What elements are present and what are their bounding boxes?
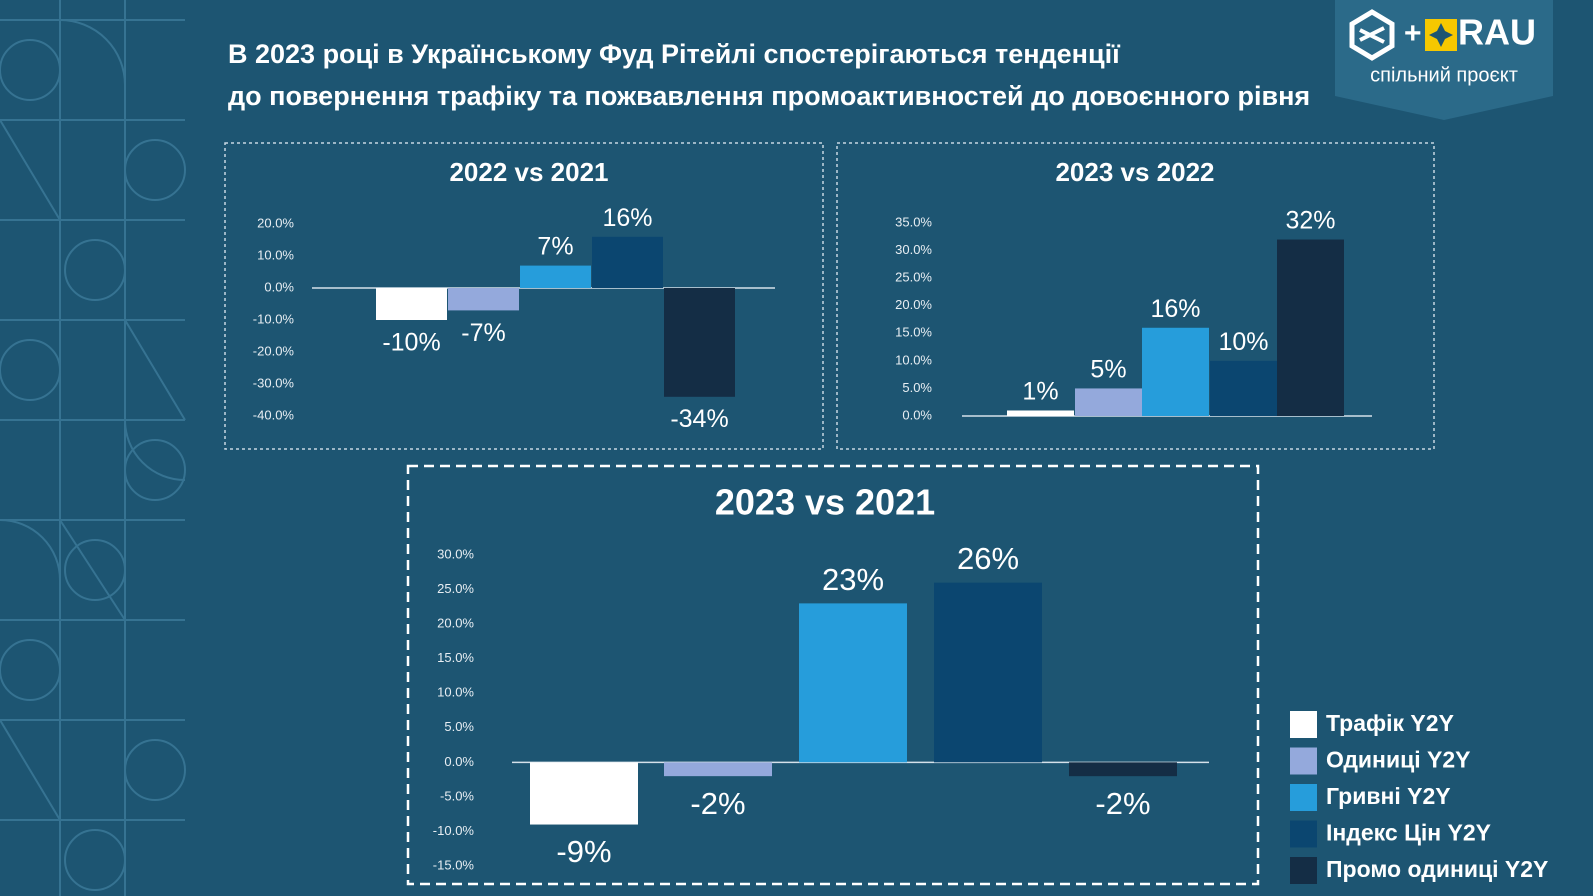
- legend-swatch: [1290, 820, 1317, 848]
- y-tick-label: -5.0%: [440, 788, 474, 803]
- y-tick-label: 25.0%: [895, 270, 932, 285]
- legend-swatch: [1290, 857, 1317, 884]
- value-label: 32%: [1285, 207, 1335, 235]
- bar: [376, 288, 447, 320]
- y-tick-label: 0.0%: [902, 407, 932, 422]
- bar: [1277, 239, 1344, 416]
- legend-label: Гривні Y2Y: [1326, 783, 1451, 809]
- y-tick-label: 10.0%: [895, 352, 932, 367]
- bar: [664, 288, 735, 397]
- value-label: 16%: [1150, 295, 1200, 323]
- legend-swatch: [1290, 784, 1317, 811]
- logo: + RAU спільний проєкт: [1335, 0, 1553, 120]
- y-tick-label: 5.0%: [902, 380, 932, 395]
- y-tick-label: 20.0%: [437, 616, 474, 631]
- legend-label: Одиниці Y2Y: [1326, 747, 1470, 773]
- y-tick-label: 5.0%: [444, 719, 474, 734]
- y-tick-label: 30.0%: [895, 242, 932, 257]
- chart-title: 2022 vs 2021: [449, 157, 608, 187]
- value-label: -10%: [382, 328, 440, 356]
- value-label: -9%: [556, 834, 611, 869]
- bar: [448, 288, 519, 311]
- value-label: 10%: [1218, 328, 1268, 356]
- y-tick-label: 10.0%: [257, 247, 294, 262]
- y-tick-label: 10.0%: [437, 685, 474, 700]
- y-tick-label: -20.0%: [253, 343, 295, 358]
- bar: [592, 236, 663, 288]
- bar: [799, 603, 907, 763]
- panel: [836, 142, 1435, 450]
- logo-plus: +: [1404, 17, 1422, 50]
- chart-title: 2023 vs 2021: [715, 482, 935, 523]
- y-tick-label: -10.0%: [433, 823, 475, 838]
- bar: [1007, 410, 1074, 416]
- legend-label: Трафік Y2Y: [1326, 710, 1454, 736]
- logo-brand: RAU: [1458, 12, 1536, 53]
- y-tick-label: -40.0%: [253, 407, 295, 422]
- legend-swatch: [1290, 747, 1317, 775]
- y-tick-label: 15.0%: [895, 325, 932, 340]
- legend-label: Індекс Цін Y2Y: [1326, 820, 1491, 846]
- bar: [520, 265, 591, 288]
- value-label: -7%: [461, 319, 505, 347]
- legend-swatch: [1290, 711, 1317, 738]
- y-tick-label: 25.0%: [437, 581, 474, 596]
- panel: [406, 464, 1260, 886]
- y-tick-label: 0.0%: [444, 754, 474, 769]
- y-tick-label: 20.0%: [895, 297, 932, 312]
- bar: [1075, 388, 1142, 416]
- y-tick-label: 30.0%: [437, 546, 474, 561]
- bar: [530, 762, 638, 825]
- value-label: -34%: [670, 405, 728, 433]
- value-label: 23%: [822, 562, 884, 597]
- bar: [1069, 762, 1177, 777]
- value-label: -2%: [1095, 786, 1150, 821]
- y-tick-label: 20.0%: [257, 215, 294, 230]
- bar: [934, 582, 1042, 763]
- value-label: 26%: [957, 541, 1019, 576]
- logo-caption: спільний проєкт: [1370, 64, 1518, 86]
- title-line: В 2023 році в Українському Фуд Рітейлі с…: [228, 39, 1121, 69]
- bar: [1142, 327, 1209, 416]
- y-tick-label: 0.0%: [264, 279, 294, 294]
- chart-title: 2023 vs 2022: [1055, 157, 1214, 187]
- y-tick-label: -15.0%: [433, 857, 475, 872]
- y-tick-label: -10.0%: [253, 311, 295, 326]
- decor-pattern: [0, 0, 186, 896]
- legend-label: Промо одиниці Y2Y: [1326, 856, 1548, 882]
- panel: [224, 142, 824, 450]
- y-tick-label: -30.0%: [253, 375, 295, 390]
- value-label: 5%: [1090, 356, 1126, 384]
- y-tick-label: 35.0%: [895, 214, 932, 229]
- bar: [664, 762, 772, 777]
- value-label: 16%: [602, 204, 652, 232]
- value-label: 1%: [1022, 378, 1058, 406]
- bar: [1210, 360, 1277, 416]
- value-label: -2%: [690, 786, 745, 821]
- y-tick-label: 15.0%: [437, 650, 474, 665]
- title-line: до повернення трафіку та пожвавлення про…: [228, 81, 1310, 111]
- value-label: 7%: [537, 233, 573, 261]
